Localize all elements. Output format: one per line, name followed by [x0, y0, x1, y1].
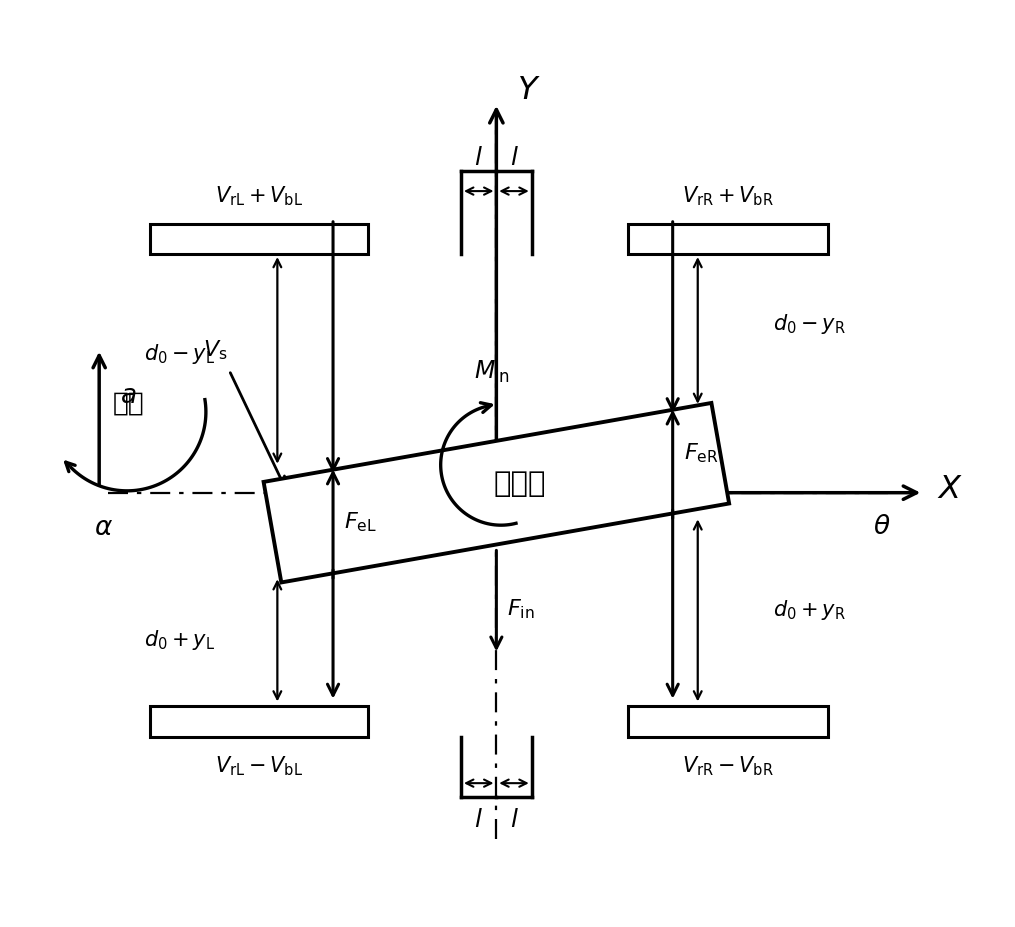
Text: $V_{\mathrm{s}}$: $V_{\mathrm{s}}$	[203, 338, 227, 362]
Text: $l$: $l$	[510, 146, 519, 170]
Text: $V_{\mathrm{rL}} + V_{\mathrm{bL}}$: $V_{\mathrm{rL}} + V_{\mathrm{bL}}$	[215, 184, 303, 208]
Text: 悬浮体: 悬浮体	[493, 470, 546, 498]
Text: $d_0 - y_{\mathrm{L}}$: $d_0 - y_{\mathrm{L}}$	[144, 342, 215, 366]
Text: $\alpha$: $\alpha$	[94, 514, 114, 540]
Bar	[628, 224, 827, 255]
Text: $d_0 + y_{\mathrm{L}}$: $d_0 + y_{\mathrm{L}}$	[144, 628, 215, 652]
Text: $d_0 + y_{\mathrm{R}}$: $d_0 + y_{\mathrm{R}}$	[772, 597, 845, 621]
Text: $V_{\mathrm{rL}} - V_{\mathrm{bL}}$: $V_{\mathrm{rL}} - V_{\mathrm{bL}}$	[215, 754, 303, 777]
Text: $\theta$: $\theta$	[873, 514, 890, 540]
Text: $l$: $l$	[510, 807, 519, 832]
Text: $F_{\mathrm{eR}}$: $F_{\mathrm{eR}}$	[684, 441, 719, 464]
Text: $l$: $l$	[474, 146, 483, 170]
Text: 金丝: 金丝	[113, 390, 145, 416]
Text: $F_{\mathrm{in}}$: $F_{\mathrm{in}}$	[508, 596, 535, 620]
Text: $V_{\mathrm{rR}} + V_{\mathrm{bR}}$: $V_{\mathrm{rR}} + V_{\mathrm{bR}}$	[682, 184, 773, 208]
Text: $a$: $a$	[120, 383, 136, 409]
Bar	[150, 706, 368, 737]
Text: $l$: $l$	[474, 807, 483, 832]
Text: $d_0 - y_{\mathrm{R}}$: $d_0 - y_{\mathrm{R}}$	[772, 312, 845, 337]
Bar	[628, 706, 827, 737]
Polygon shape	[264, 403, 729, 583]
Text: $V_{\mathrm{rR}} - V_{\mathrm{bR}}$: $V_{\mathrm{rR}} - V_{\mathrm{bR}}$	[682, 754, 773, 777]
Bar	[150, 224, 368, 255]
Text: $X$: $X$	[937, 473, 963, 504]
Text: $M_{\mathrm{in}}$: $M_{\mathrm{in}}$	[474, 359, 510, 385]
Text: $F_{\mathrm{eL}}$: $F_{\mathrm{eL}}$	[344, 510, 377, 534]
Text: $Y$: $Y$	[517, 74, 540, 106]
